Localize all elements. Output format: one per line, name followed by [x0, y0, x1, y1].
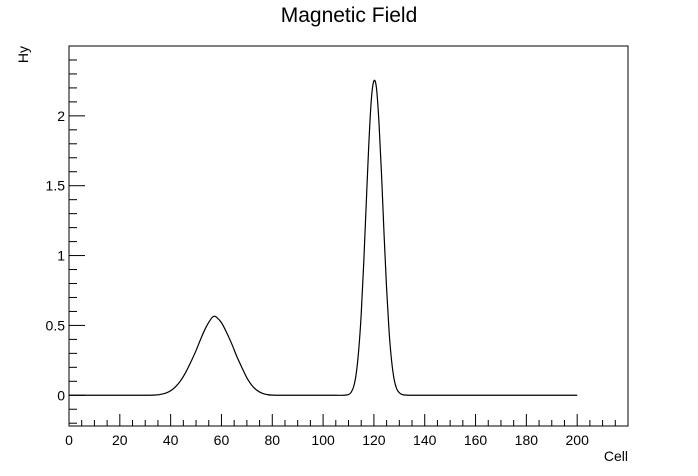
series-line: [68, 79, 578, 396]
x-tick-label: 40: [163, 432, 179, 448]
y-tick-label: 1: [57, 248, 65, 264]
y-tick-label: 2: [57, 108, 65, 124]
x-tick-label: 180: [515, 432, 539, 448]
y-tick-label: 0.5: [46, 317, 66, 333]
x-tick-label: 140: [413, 432, 437, 448]
chart-title: Magnetic Field: [281, 4, 418, 27]
x-tick-label: 100: [311, 432, 335, 448]
x-tick-label: 60: [214, 432, 230, 448]
x-tick-label: 160: [464, 432, 488, 448]
x-tick-label: 200: [566, 432, 590, 448]
x-axis-ticks: [68, 414, 629, 426]
y-axis-tick-labels: 0 0.5 1 1.5 2: [46, 108, 66, 403]
x-tick-label: 120: [362, 432, 386, 448]
x-tick-label: 20: [112, 432, 128, 448]
x-axis-tick-labels: 0 20 40 60 80 100 120 140 160 180 200: [65, 432, 589, 448]
y-axis-label: Hy: [15, 46, 31, 63]
x-tick-label: 0: [65, 432, 73, 448]
y-axis-ticks: [69, 45, 85, 424]
x-axis-label: Cell: [604, 448, 628, 464]
y-tick-label: 1.5: [46, 178, 66, 194]
y-tick-label: 0: [57, 387, 65, 403]
x-tick-label: 80: [264, 432, 280, 448]
